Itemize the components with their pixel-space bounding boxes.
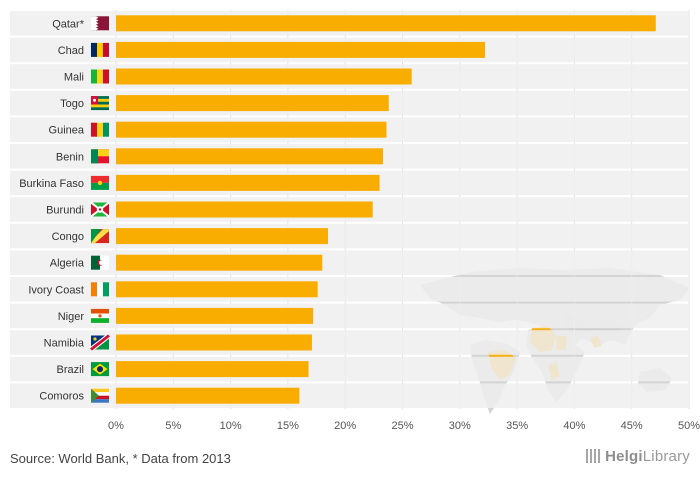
category-label: Chad (58, 45, 84, 57)
bar (116, 254, 323, 271)
bar (116, 41, 486, 58)
category-label: Brazil (56, 364, 84, 376)
x-tick-label: 40% (563, 420, 585, 432)
category-label: Ivory Coast (28, 284, 84, 296)
x-axis-ticks: 0% 5% 10% 15% 20% 25% 30% 35% 40% 45% 50% (108, 420, 700, 432)
chart-rows: Qatar* Chad Mali Togo Guinea Benin Burkina Fas… (10, 11, 690, 408)
category-label: Comoros (39, 391, 84, 403)
row-band (10, 303, 690, 329)
category-label: Benin (56, 151, 84, 163)
congo-flag-icon (91, 229, 109, 244)
chart-row: Burundi (10, 197, 690, 222)
qatar-flag-icon (91, 16, 109, 31)
chart-row: Chad (10, 37, 690, 63)
x-tick-label: 20% (334, 420, 356, 432)
x-tick-label: 50% (678, 420, 700, 432)
bar (116, 68, 412, 85)
category-label: Burkina Faso (19, 178, 84, 190)
chart-row: Congo (10, 223, 690, 249)
bar (116, 174, 380, 191)
x-tick-label: 10% (220, 420, 242, 432)
x-tick-label: 15% (277, 420, 299, 432)
guinea-flag-icon (91, 122, 109, 137)
category-label: Togo (60, 98, 84, 110)
chad-flag-icon (91, 42, 109, 57)
logo-mark-icon (586, 449, 601, 463)
benin-flag-icon (91, 149, 109, 164)
x-tick-label: 25% (391, 420, 413, 432)
logo-suffix: Library (642, 448, 690, 465)
category-label: Congo (52, 231, 84, 243)
row-band (10, 250, 690, 275)
chart-row: Burkina Faso (10, 170, 690, 196)
bar (116, 95, 389, 112)
row-band (10, 330, 690, 355)
bar (116, 307, 314, 324)
category-label: Algeria (50, 258, 85, 270)
chart-row: Qatar* (10, 11, 690, 36)
row-band (10, 277, 690, 302)
chart-row: Comoros (10, 383, 690, 408)
category-label: Namibia (44, 338, 85, 350)
category-label: Qatar* (52, 18, 85, 30)
bar (116, 121, 387, 138)
chart-row: Namibia (10, 330, 690, 355)
logo-prefix: Helgi (605, 448, 643, 465)
category-label: Burundi (46, 205, 84, 217)
x-tick-label: 35% (506, 420, 528, 432)
bar (116, 334, 312, 351)
chart-row: Brazil (10, 356, 690, 382)
burkina-faso-flag-icon (91, 175, 109, 190)
chart-row: Guinea (10, 117, 690, 142)
namibia-flag-icon (89, 333, 111, 352)
togo-flag-icon (91, 96, 109, 111)
row-band (10, 356, 690, 382)
bar (116, 228, 329, 245)
niger-flag-icon (91, 308, 109, 323)
bar (116, 148, 384, 165)
bar (116, 201, 373, 218)
x-tick-label: 5% (165, 420, 181, 432)
bar-chart: Qatar* Chad Mali Togo Guinea Benin Burkina Fas… (10, 10, 700, 432)
mali-flag-icon (91, 69, 109, 84)
chart-row: Algeria (10, 250, 690, 275)
category-label: Niger (58, 311, 85, 323)
x-tick-label: 45% (621, 420, 643, 432)
chart-row: Mali (10, 64, 690, 89)
bar (116, 15, 656, 32)
chart-row: Togo (10, 90, 690, 116)
helgilibrary-logo: HelgiLibrary (586, 448, 690, 465)
category-label: Mali (64, 72, 84, 84)
row-band (10, 383, 690, 408)
comoros-flag-icon (91, 388, 109, 403)
chart-row: Ivory Coast (10, 277, 690, 302)
bar (116, 387, 300, 404)
algeria-flag-icon (91, 255, 109, 270)
brazil-flag-icon (91, 362, 109, 377)
x-tick-label: 30% (449, 420, 471, 432)
ivory-coast-flag-icon (91, 282, 109, 297)
chart-row: Benin (10, 144, 690, 169)
category-label: Guinea (49, 125, 85, 137)
burundi-flag-icon (90, 201, 110, 218)
chart-row: Niger (10, 303, 690, 329)
bar (116, 361, 309, 378)
bar (116, 281, 318, 298)
row-band (10, 223, 690, 249)
x-tick-label: 0% (108, 420, 124, 432)
source-note: Source: World Bank, * Data from 2013 (10, 451, 231, 466)
